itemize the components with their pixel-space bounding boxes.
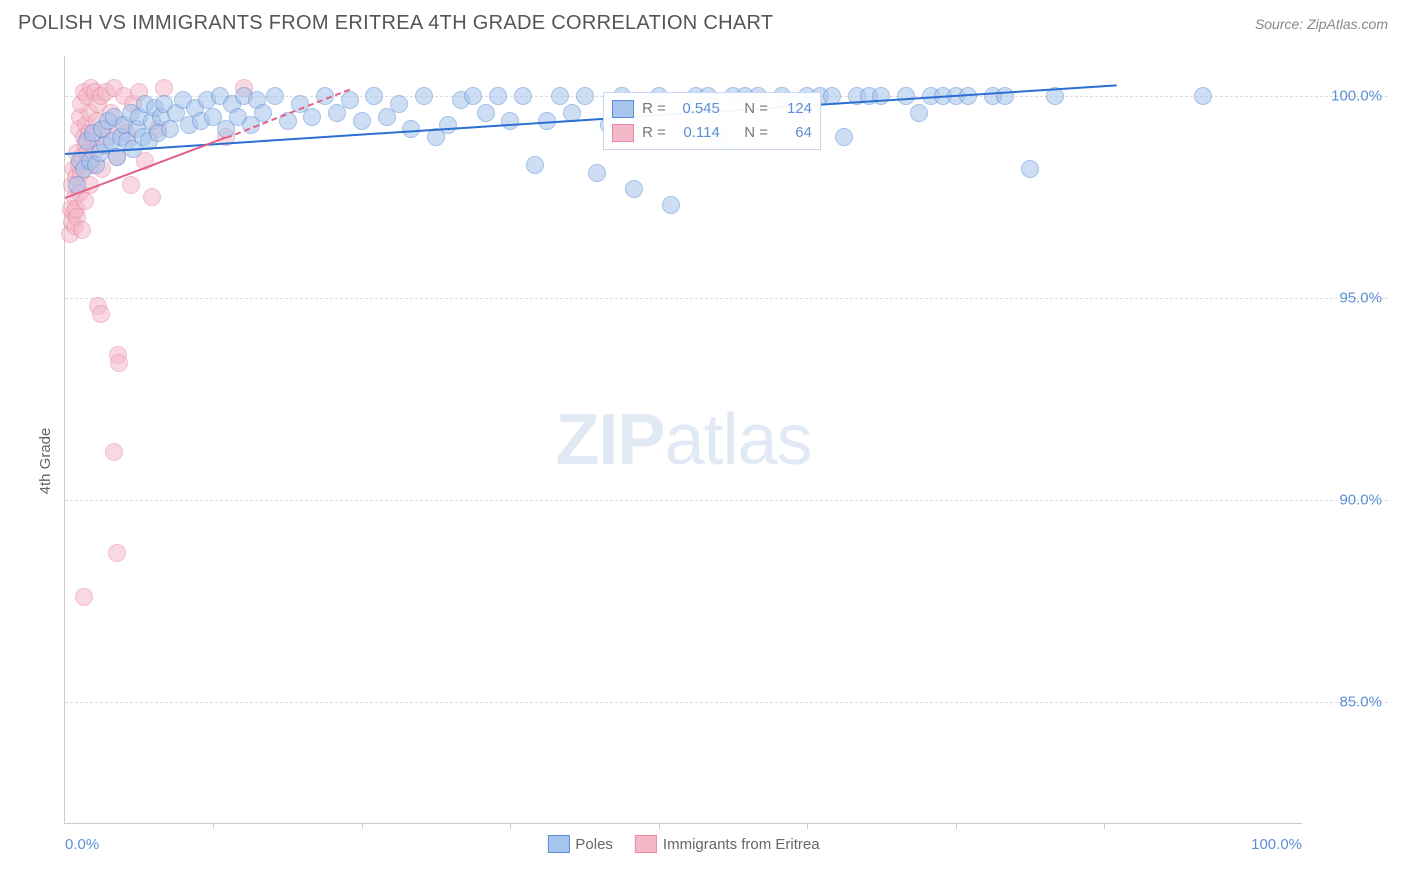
r-value: 0.545 bbox=[674, 97, 720, 121]
data-point bbox=[75, 588, 93, 606]
data-point bbox=[92, 305, 110, 323]
data-point bbox=[415, 87, 433, 105]
x-tick bbox=[213, 823, 214, 829]
n-label: N = bbox=[744, 97, 768, 121]
legend-swatch bbox=[612, 100, 634, 118]
y-tick-label: 85.0% bbox=[1339, 693, 1382, 710]
data-point bbox=[108, 544, 126, 562]
legend-swatch bbox=[635, 835, 657, 853]
x-tick bbox=[1104, 823, 1105, 829]
data-point bbox=[73, 221, 91, 239]
data-point bbox=[897, 87, 915, 105]
chart-container: 4th Grade ZIPatlas 100.0%95.0%90.0%85.0%… bbox=[18, 48, 1388, 874]
series-legend-item: Poles bbox=[547, 835, 613, 853]
data-point bbox=[835, 128, 853, 146]
data-point bbox=[303, 108, 321, 126]
x-tick bbox=[362, 823, 363, 829]
watermark: ZIPatlas bbox=[555, 399, 811, 481]
series-legend: Poles Immigrants from Eritrea bbox=[547, 835, 819, 853]
data-point bbox=[110, 354, 128, 372]
data-point bbox=[477, 104, 495, 122]
data-point bbox=[625, 180, 643, 198]
series-legend-label: Poles bbox=[575, 836, 613, 853]
data-point bbox=[514, 87, 532, 105]
r-label: R = bbox=[642, 97, 666, 121]
x-tick bbox=[659, 823, 660, 829]
data-point bbox=[464, 87, 482, 105]
data-point bbox=[662, 196, 680, 214]
stats-legend: R = 0.545 N = 124 R = 0.114 N = 64 bbox=[603, 92, 821, 150]
data-point bbox=[353, 112, 371, 130]
legend-swatch bbox=[547, 835, 569, 853]
y-tick-label: 100.0% bbox=[1331, 88, 1382, 105]
x-tick bbox=[510, 823, 511, 829]
data-point bbox=[439, 116, 457, 134]
x-tick bbox=[956, 823, 957, 829]
data-point bbox=[1194, 87, 1212, 105]
x-tick-label: 100.0% bbox=[1251, 836, 1302, 853]
y-axis-label: 4th Grade bbox=[37, 428, 54, 495]
data-point bbox=[576, 87, 594, 105]
data-point bbox=[526, 156, 544, 174]
data-point bbox=[910, 104, 928, 122]
stats-legend-row: R = 0.545 N = 124 bbox=[612, 97, 812, 121]
data-point bbox=[872, 87, 890, 105]
data-point bbox=[996, 87, 1014, 105]
data-point bbox=[341, 91, 359, 109]
legend-swatch bbox=[612, 124, 634, 142]
n-value: 64 bbox=[776, 121, 812, 145]
data-point bbox=[122, 176, 140, 194]
x-tick bbox=[807, 823, 808, 829]
chart-title: POLISH VS IMMIGRANTS FROM ERITREA 4TH GR… bbox=[18, 12, 773, 35]
plot-area: ZIPatlas 100.0%95.0%90.0%85.0%0.0%100.0%… bbox=[64, 56, 1302, 824]
series-legend-label: Immigrants from Eritrea bbox=[663, 836, 820, 853]
data-point bbox=[489, 87, 507, 105]
watermark-atlas: atlas bbox=[664, 400, 811, 480]
gridline bbox=[65, 702, 1388, 703]
gridline bbox=[65, 500, 1388, 501]
r-value: 0.114 bbox=[674, 121, 720, 145]
data-point bbox=[76, 192, 94, 210]
y-tick-label: 95.0% bbox=[1339, 290, 1382, 307]
stats-legend-row: R = 0.114 N = 64 bbox=[612, 121, 812, 145]
data-point bbox=[588, 164, 606, 182]
watermark-zip: ZIP bbox=[555, 400, 664, 480]
source-label: Source: ZipAtlas.com bbox=[1255, 16, 1388, 32]
data-point bbox=[501, 112, 519, 130]
data-point bbox=[551, 87, 569, 105]
x-tick-label: 0.0% bbox=[65, 836, 99, 853]
data-point bbox=[390, 95, 408, 113]
series-legend-item: Immigrants from Eritrea bbox=[635, 835, 820, 853]
data-point bbox=[365, 87, 383, 105]
data-point bbox=[105, 443, 123, 461]
y-tick-label: 90.0% bbox=[1339, 492, 1382, 509]
data-point bbox=[161, 120, 179, 138]
r-label: R = bbox=[642, 121, 666, 145]
n-label: N = bbox=[744, 121, 768, 145]
n-value: 124 bbox=[776, 97, 812, 121]
data-point bbox=[1021, 160, 1039, 178]
data-point bbox=[143, 188, 161, 206]
gridline bbox=[65, 298, 1388, 299]
data-point bbox=[266, 87, 284, 105]
data-point bbox=[402, 120, 420, 138]
